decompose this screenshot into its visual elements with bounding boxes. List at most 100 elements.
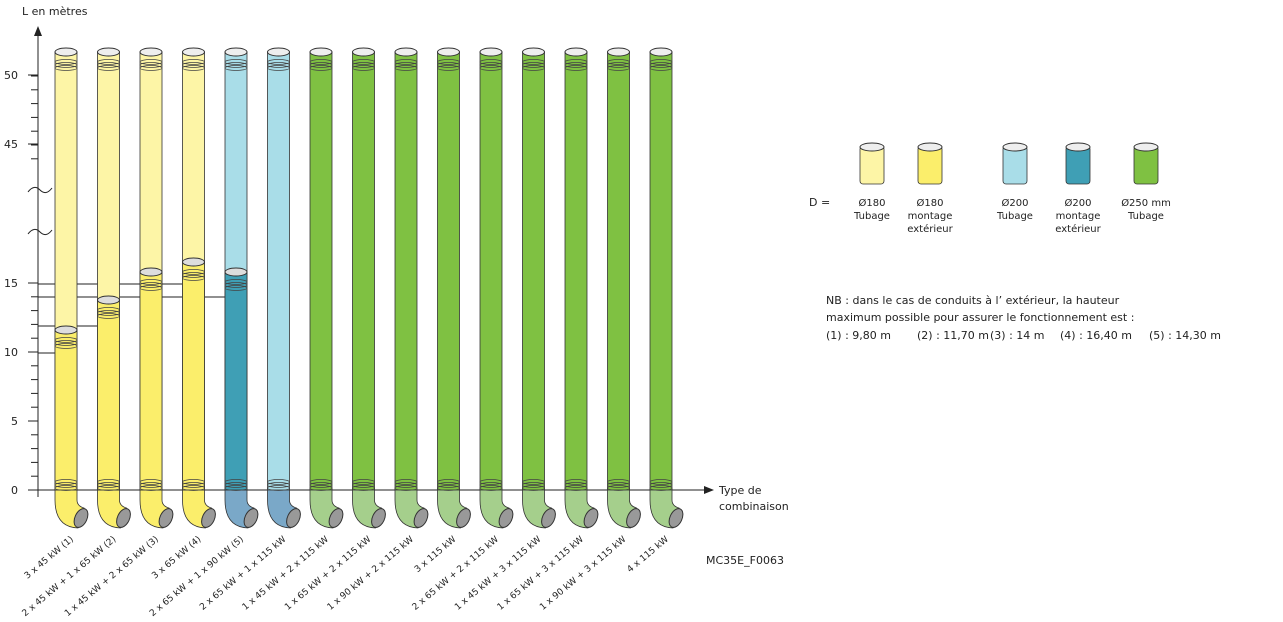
pipe-top — [607, 47, 630, 57]
pipe-ring — [139, 482, 163, 488]
figure-code: MC35E_F0063 — [706, 554, 784, 567]
legend-label: extérieur — [907, 223, 953, 235]
pipe — [522, 47, 556, 529]
pipe-label: 1 x 90 kW + 3 x 115 kW — [538, 535, 628, 613]
pipe — [607, 47, 641, 529]
pipe-outlet — [201, 508, 216, 528]
pipe-label: 1 x 45 kW + 3 x 115 kW — [453, 535, 543, 613]
pipe-ring — [564, 482, 588, 488]
legend-swatch — [917, 145, 943, 185]
pipe-body — [394, 51, 418, 491]
legend-label: Ø180 — [917, 197, 944, 209]
pipe-ring — [54, 485, 78, 491]
pipe-label: 3 x 115 kW — [413, 535, 459, 575]
pipe-ring — [479, 479, 503, 485]
pipe-ring — [267, 59, 290, 65]
pipe — [649, 47, 684, 529]
pipe-ring — [522, 482, 545, 488]
pipe — [139, 47, 174, 529]
pipe-ring — [139, 285, 163, 291]
pipe-ring — [182, 479, 205, 485]
pipe-ring — [649, 62, 673, 68]
pipe-outlet — [541, 508, 556, 528]
pipe-ring — [54, 59, 78, 65]
pipe-ring — [394, 65, 418, 71]
pipe-ring — [97, 310, 120, 316]
pipe-outlet — [583, 508, 599, 528]
pipe-ring — [54, 62, 78, 68]
pipe-ring — [309, 482, 333, 488]
pipe-inner-top — [182, 257, 205, 267]
pipe-ring — [309, 65, 333, 71]
x-arrow — [704, 486, 714, 494]
legend-label: montage — [1056, 211, 1101, 222]
pipe-outlet — [498, 508, 514, 528]
pipe-ring — [224, 285, 248, 291]
pipe-body — [352, 51, 375, 491]
pipe-ring — [309, 479, 333, 485]
pipe-label: 2 x 65 kW + 1 x 115 kW — [198, 535, 288, 613]
pipe-outlet — [286, 508, 301, 528]
pipe-outlet — [328, 508, 344, 528]
pipe-ring — [352, 59, 375, 65]
pipe-inner-top — [97, 295, 120, 305]
pipe-ring — [394, 59, 418, 65]
pipe — [564, 47, 599, 529]
legend-swatch-top — [859, 142, 885, 152]
pipe-ring — [479, 485, 503, 491]
pipe-ring — [649, 482, 673, 488]
legend-item: Ø200 Tubage — [996, 142, 1033, 222]
pipe-ring — [564, 62, 588, 68]
pipe-ring — [607, 65, 630, 71]
pipe-outlet — [668, 508, 684, 528]
pipe-ring — [267, 479, 290, 485]
pipe-ring — [522, 59, 545, 65]
pipe-ring — [182, 62, 205, 68]
pipe-top — [309, 47, 333, 57]
pipe-ring — [54, 482, 78, 488]
pipe — [437, 47, 471, 529]
pipe-ring — [437, 59, 460, 65]
pipe-outlet — [158, 508, 174, 528]
pipe-ring — [182, 65, 205, 71]
pipe-outlet — [413, 508, 429, 528]
pipe-ring — [479, 59, 503, 65]
pipe-inner — [54, 329, 78, 491]
pipe-ring — [224, 62, 248, 68]
legend-label: Ø250 mm — [1121, 197, 1171, 209]
legend-swatch — [1133, 145, 1159, 185]
pipe-ring — [437, 479, 460, 485]
pipe-ring — [479, 62, 503, 68]
pipe-ring — [97, 65, 120, 71]
pipe — [54, 47, 89, 529]
pipe-ring — [607, 482, 630, 488]
pipe-ring — [309, 59, 333, 65]
pipe-ring — [182, 485, 205, 491]
pipe-ring — [139, 62, 163, 68]
pipe-ring — [97, 479, 120, 485]
pipe-inner — [97, 299, 120, 491]
pipe-ring — [394, 479, 418, 485]
pipe-outlet — [243, 508, 259, 528]
pipe-ring — [352, 62, 375, 68]
pipe-ring — [182, 272, 205, 278]
note-height: (4) : 16,40 m — [1060, 329, 1132, 342]
pipe-ring — [564, 485, 588, 491]
pipe-ring — [182, 59, 205, 65]
pipe-ring — [649, 65, 673, 71]
pipe-label: 1 x 65 kW + 2 x 115 kW — [283, 535, 373, 613]
pipe-top — [97, 47, 120, 57]
pipe-ring — [607, 59, 630, 65]
pipe-ring — [97, 313, 120, 319]
legend-swatch-top — [1133, 142, 1159, 152]
pipe-ring — [522, 62, 545, 68]
pipe-ring — [267, 62, 290, 68]
pipe-outlet — [371, 508, 386, 528]
pipe-ring — [479, 65, 503, 71]
pipe-label: 4 x 115 kW — [625, 535, 671, 575]
axis-break — [27, 186, 53, 194]
pipe-ring — [224, 485, 248, 491]
pipe-ring — [352, 482, 375, 488]
